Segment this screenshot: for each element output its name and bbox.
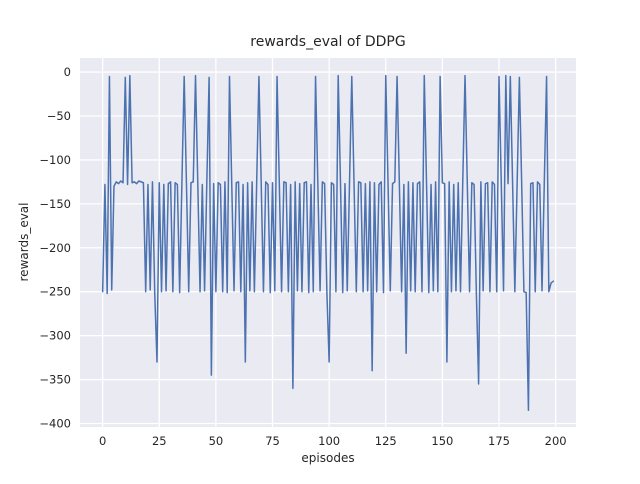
y-tick-label: −150: [39, 197, 71, 211]
x-tick-label: 200: [545, 434, 567, 448]
x-tick-label: 50: [209, 434, 224, 448]
y-tick-label: −400: [39, 416, 71, 430]
x-tick-label: 75: [265, 434, 280, 448]
y-tick-label: −50: [47, 109, 71, 123]
y-tick-label: −250: [39, 285, 71, 299]
series-line: [101, 74, 555, 412]
x-tick-label: 25: [152, 434, 167, 448]
chart-title: rewards_eval of DDPG: [250, 34, 405, 50]
y-tick-label: −100: [39, 153, 71, 167]
x-tick-label: 125: [375, 434, 397, 448]
x-tick-label: 150: [431, 434, 453, 448]
y-tick-label: 0: [64, 65, 71, 79]
x-tick-label: 100: [318, 434, 340, 448]
tick-labels: 0 25 50 75 100 125 150 175 200 0 −50 −100 −150 −200 −2…: [39, 65, 566, 448]
x-tick-label: 175: [488, 434, 510, 448]
x-tick-label: 0: [99, 434, 106, 448]
y-axis-label: rewards_eval: [17, 203, 31, 282]
x-axis-label: episodes: [301, 451, 354, 465]
y-tick-label: −300: [39, 329, 71, 343]
y-tick-label: −350: [39, 373, 71, 387]
y-tick-label: −200: [39, 241, 71, 255]
